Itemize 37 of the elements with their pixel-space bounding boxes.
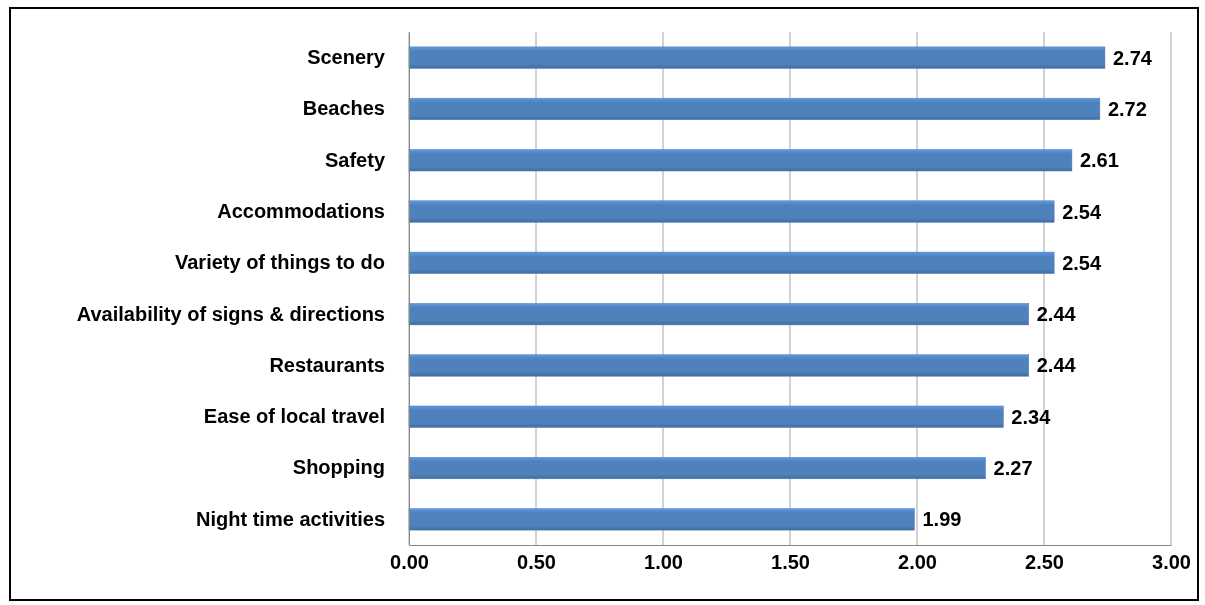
data-label: 2.54 — [1062, 200, 1102, 223]
y-tick-label: Shopping — [292, 456, 385, 479]
bar — [408, 405, 1004, 428]
y-tick-label: Ease of local travel — [203, 405, 385, 428]
data-label: 2.34 — [1011, 405, 1052, 428]
x-tick-label: 1.50 — [771, 551, 810, 574]
bar — [408, 251, 1055, 274]
data-label: 2.74 — [1112, 46, 1153, 69]
data-label: 2.72 — [1107, 97, 1147, 120]
x-tick-label: 2.50 — [1025, 551, 1064, 574]
bar — [408, 354, 1030, 377]
bar — [408, 303, 1030, 326]
x-tick-label: 3.00 — [1152, 551, 1191, 574]
y-tick-label: Availability of signs & directions — [76, 302, 385, 325]
y-tick-label: Beaches — [302, 97, 385, 120]
x-tick-label: 0.50 — [517, 551, 556, 574]
x-tick-label: 0.00 — [390, 551, 429, 574]
y-tick-label: Restaurants — [269, 353, 385, 376]
bar — [408, 508, 915, 531]
y-tick-label: Accommodations — [217, 199, 385, 222]
y-tick-label: Safety — [324, 148, 386, 171]
x-tick-label: 2.00 — [898, 551, 937, 574]
y-tick-label: Night time activities — [196, 507, 385, 530]
data-label: 1.99 — [922, 508, 962, 531]
y-tick-label: Scenery — [307, 46, 386, 69]
y-tick-label: Variety of things to do — [174, 251, 385, 274]
data-label: 2.44 — [1036, 354, 1077, 377]
bar — [408, 457, 986, 480]
bar — [408, 200, 1055, 223]
bar — [408, 149, 1073, 172]
x-tick-label: 1.00 — [644, 551, 683, 574]
data-label: 2.27 — [993, 457, 1033, 480]
data-label: 2.44 — [1036, 303, 1077, 326]
data-label: 2.61 — [1079, 149, 1119, 172]
bar — [408, 46, 1106, 69]
bar — [408, 97, 1101, 120]
data-label: 2.54 — [1062, 251, 1102, 274]
